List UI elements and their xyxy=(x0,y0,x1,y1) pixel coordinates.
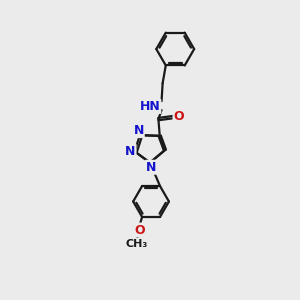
Text: N: N xyxy=(134,124,144,137)
Text: O: O xyxy=(135,224,145,236)
Text: N: N xyxy=(146,161,156,174)
Text: HN: HN xyxy=(140,100,160,113)
Text: O: O xyxy=(173,110,184,124)
Text: CH₃: CH₃ xyxy=(126,239,148,249)
Text: N: N xyxy=(125,145,136,158)
